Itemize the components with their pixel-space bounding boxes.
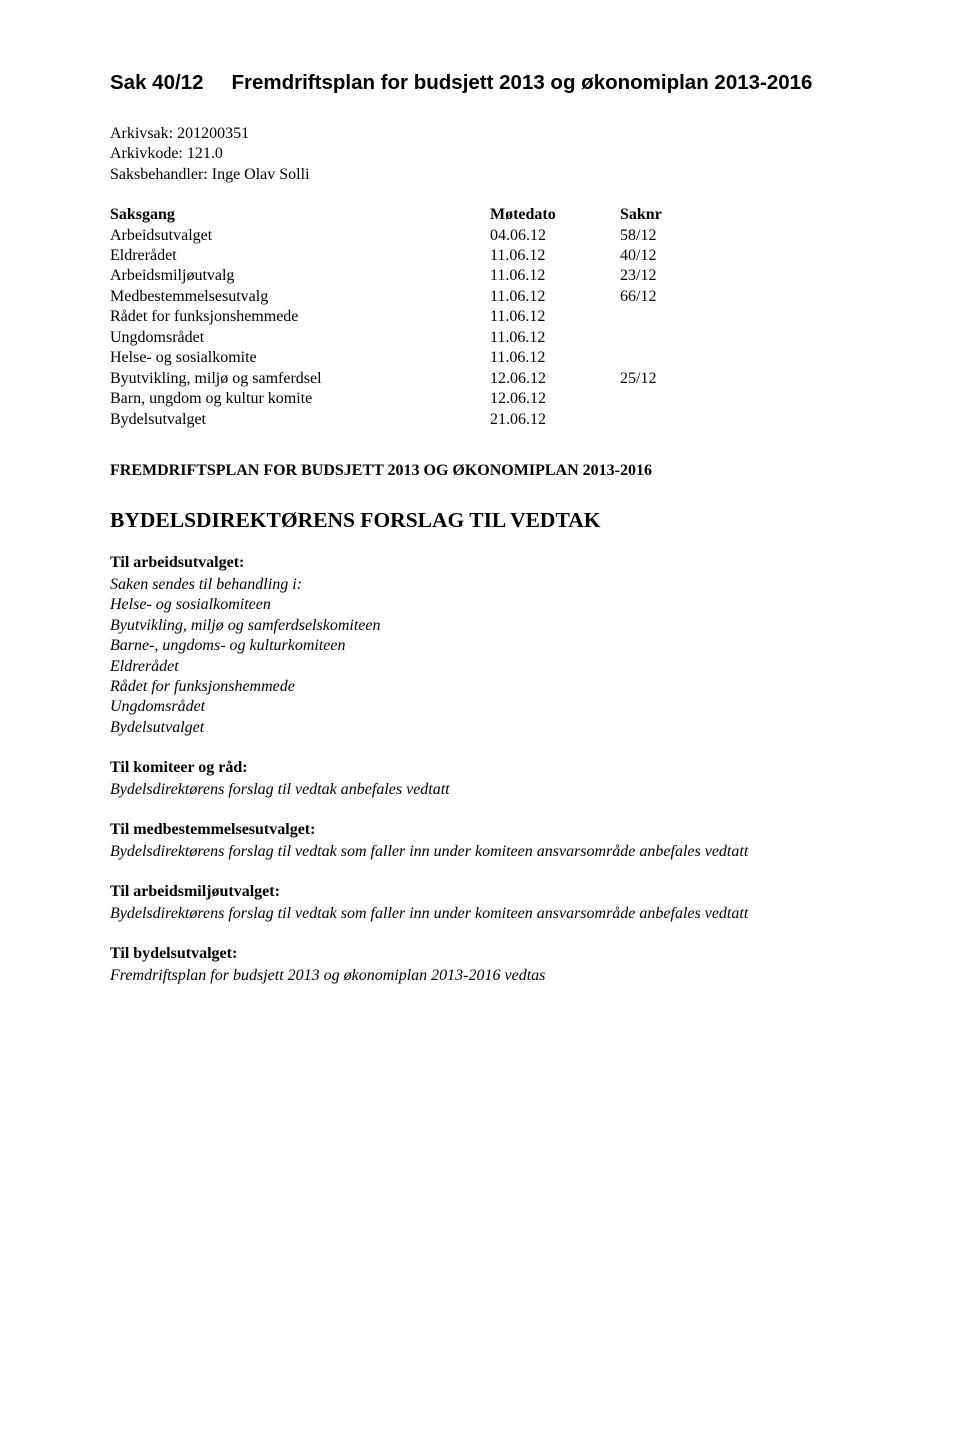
cell-name: Arbeidsutvalget [110, 226, 490, 246]
cell-date: 11.06.12 [490, 287, 620, 307]
cell-saknr: 23/12 [620, 266, 720, 286]
table-row: Rådet for funksjonshemmede 11.06.12 [110, 307, 860, 327]
table-row: Arbeidsmiljøutvalg 11.06.12 23/12 [110, 266, 860, 286]
arkiv-block: Arkivsak: 201200351 Arkivkode: 121.0 Sak… [110, 124, 860, 185]
cell-saknr [620, 410, 720, 430]
cell-date: 04.06.12 [490, 226, 620, 246]
italic-line: Saken sendes til behandling i: [110, 575, 860, 595]
block-title: Til medbestemmelsesutvalget: [110, 820, 860, 840]
table-row: Medbestemmelsesutvalg 11.06.12 66/12 [110, 287, 860, 307]
block-title: Til komiteer og råd: [110, 758, 860, 778]
block-arbeidsmiljo: Til arbeidsmiljøutvalget: Bydelsdirektør… [110, 882, 860, 924]
table-row: Ungdomsrådet 11.06.12 [110, 328, 860, 348]
italic-line: Byutvikling, miljø og samferdselskomitee… [110, 616, 860, 636]
cell-date: 12.06.12 [490, 389, 620, 409]
sak-number: Sak 40/12 [110, 70, 203, 96]
cell-saknr: 40/12 [620, 246, 720, 266]
italic-line: Ungdomsrådet [110, 697, 860, 717]
italic-line: Bydelsutvalget [110, 718, 860, 738]
cell-date: 11.06.12 [490, 328, 620, 348]
cell-name: Arbeidsmiljøutvalg [110, 266, 490, 286]
sak-title: Fremdriftsplan for budsjett 2013 og økon… [231, 70, 860, 96]
italic-line: Bydelsdirektørens forslag til vedtak som… [110, 842, 860, 862]
cell-saknr: 66/12 [620, 287, 720, 307]
cell-date: 11.06.12 [490, 246, 620, 266]
table-row: Eldrerådet 11.06.12 40/12 [110, 246, 860, 266]
italic-line: Bydelsdirektørens forslag til vedtak anb… [110, 780, 860, 800]
table-row: Arbeidsutvalget 04.06.12 58/12 [110, 226, 860, 246]
block-title: Til arbeidsutvalget: [110, 553, 860, 573]
table-row: Byutvikling, miljø og samferdsel 12.06.1… [110, 369, 860, 389]
saksbehandler: Saksbehandler: Inge Olav Solli [110, 165, 860, 185]
cell-name: Helse- og sosialkomite [110, 348, 490, 368]
cell-saknr [620, 328, 720, 348]
cell-name: Ungdomsrådet [110, 328, 490, 348]
cell-saknr: 58/12 [620, 226, 720, 246]
arkivsak: Arkivsak: 201200351 [110, 124, 860, 144]
block-arbeidsutvalget: Til arbeidsutvalget: Saken sendes til be… [110, 553, 860, 738]
cell-saknr [620, 389, 720, 409]
italic-line: Eldrerådet [110, 657, 860, 677]
cell-name: Eldrerådet [110, 246, 490, 266]
cell-saknr [620, 348, 720, 368]
table-header-row: Saksgang Møtedato Saknr [110, 205, 860, 225]
italic-line: Fremdriftsplan for budsjett 2013 og økon… [110, 966, 860, 986]
block-medbest: Til medbestemmelsesutvalget: Bydelsdirek… [110, 820, 860, 862]
block-title: Til bydelsutvalget: [110, 944, 860, 964]
table-row: Barn, ungdom og kultur komite 12.06.12 [110, 389, 860, 409]
cell-saknr: 25/12 [620, 369, 720, 389]
cell-date: 11.06.12 [490, 348, 620, 368]
arkivkode: Arkivkode: 121.0 [110, 144, 860, 164]
page: Sak 40/12 Fremdriftsplan for budsjett 20… [0, 0, 960, 1438]
cell-saknr [620, 307, 720, 327]
italic-line: Helse- og sosialkomiteen [110, 595, 860, 615]
block-komiteer: Til komiteer og råd: Bydelsdirektørens f… [110, 758, 860, 800]
sak-header: Sak 40/12 Fremdriftsplan for budsjett 20… [110, 70, 860, 96]
table-row: Bydelsutvalget 21.06.12 [110, 410, 860, 430]
italic-line: Rådet for funksjonshemmede [110, 677, 860, 697]
cell-date: 21.06.12 [490, 410, 620, 430]
italic-line: Barne-, ungdoms- og kulturkomiteen [110, 636, 860, 656]
saksgang-table: Saksgang Møtedato Saknr Arbeidsutvalget … [110, 205, 860, 430]
table-row: Helse- og sosialkomite 11.06.12 [110, 348, 860, 368]
block-bydelsutvalget: Til bydelsutvalget: Fremdriftsplan for b… [110, 944, 860, 986]
block-title: Til arbeidsmiljøutvalget: [110, 882, 860, 902]
cell-name: Barn, ungdom og kultur komite [110, 389, 490, 409]
cell-date: 11.06.12 [490, 307, 620, 327]
section-title-upper: FREMDRIFTSPLAN FOR BUDSJETT 2013 OG ØKON… [110, 462, 860, 480]
cell-name: Byutvikling, miljø og samferdsel [110, 369, 490, 389]
cell-name: Bydelsutvalget [110, 410, 490, 430]
cell-date: 11.06.12 [490, 266, 620, 286]
main-heading: BYDELSDIREKTØRENS FORSLAG TIL VEDTAK [110, 508, 860, 533]
italic-line: Bydelsdirektørens forslag til vedtak som… [110, 904, 860, 924]
cell-date: 12.06.12 [490, 369, 620, 389]
cell-name: Rådet for funksjonshemmede [110, 307, 490, 327]
col-header-saksgang: Saksgang [110, 205, 490, 225]
col-header-saknr: Saknr [620, 205, 720, 225]
col-header-motedato: Møtedato [490, 205, 620, 225]
cell-name: Medbestemmelsesutvalg [110, 287, 490, 307]
